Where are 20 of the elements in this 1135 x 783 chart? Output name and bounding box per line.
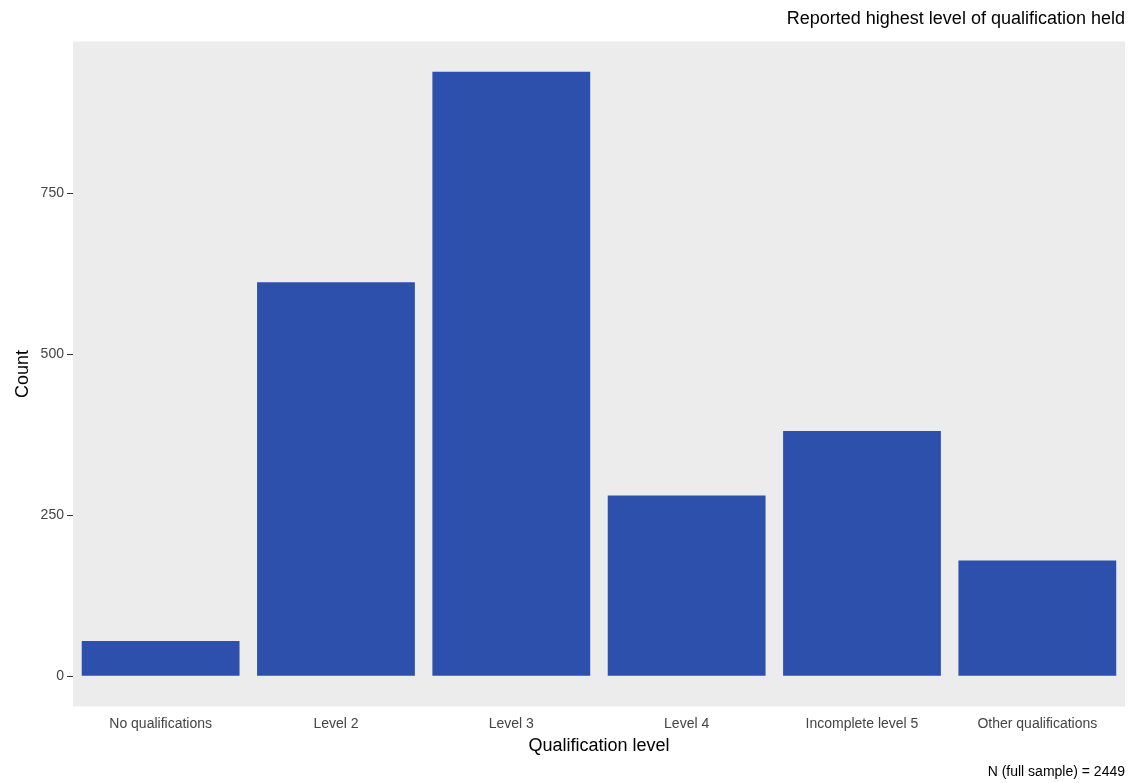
- chart-title: Reported highest level of qualification held: [786, 7, 1125, 28]
- bar: [607, 495, 766, 676]
- y-tick-label: 500: [40, 345, 65, 362]
- x-axis-title: Qualification level: [528, 735, 670, 756]
- y-tick-label: 750: [40, 184, 65, 201]
- bar: [958, 560, 1117, 676]
- x-tick-label: Other qualifications: [977, 714, 1098, 731]
- x-tick-label: Incomplete level 5: [805, 714, 919, 731]
- x-tick-label: No qualifications: [109, 714, 212, 731]
- bar: [783, 431, 941, 676]
- x-tick-label: Level 2: [313, 714, 359, 731]
- y-tick-label: 250: [40, 506, 65, 523]
- y-tick-label: 0: [56, 667, 65, 684]
- text: N (full sample) = 2449: [987, 762, 1126, 779]
- bar: [81, 640, 240, 676]
- x-tick-label: Level 4: [664, 714, 710, 731]
- x-tick-label: Level 3: [488, 714, 535, 731]
- bar: [257, 282, 415, 676]
- bar: [432, 71, 591, 676]
- y-axis-title: Count: [11, 350, 32, 399]
